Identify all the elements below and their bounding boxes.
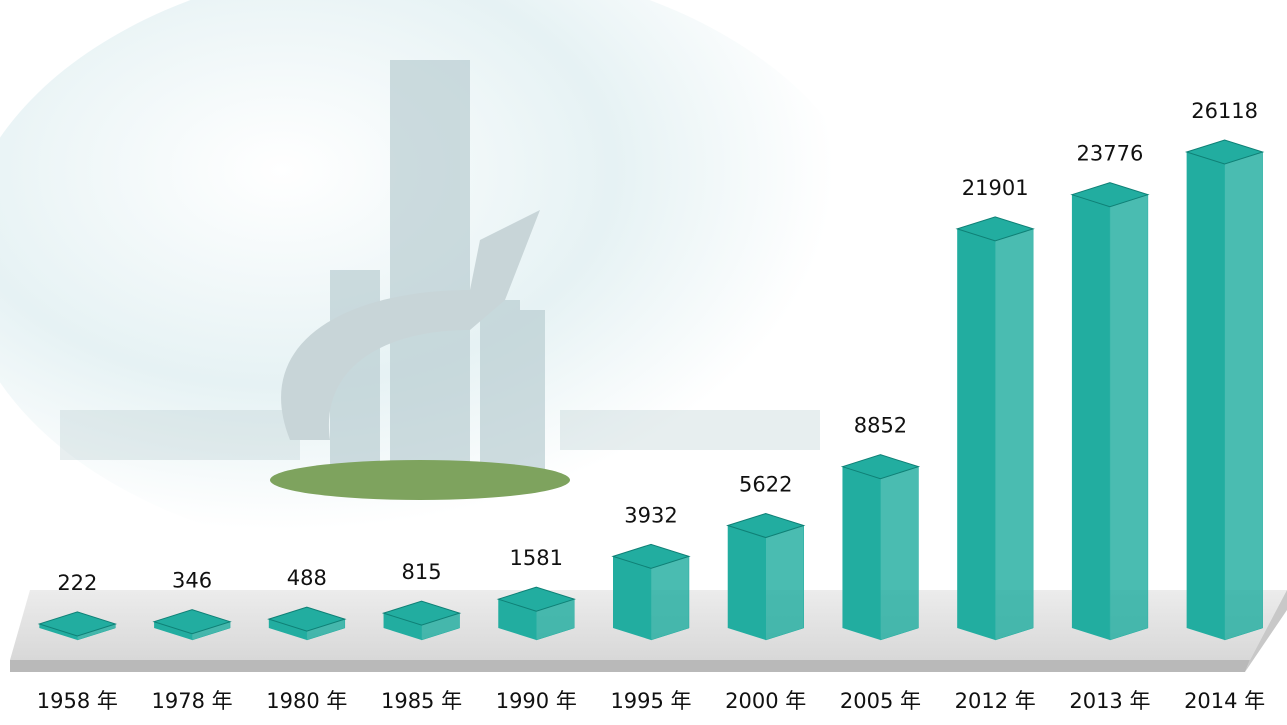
value-label: 5622 bbox=[739, 473, 792, 497]
value-label: 1581 bbox=[510, 546, 563, 570]
bar-left-face bbox=[957, 229, 995, 640]
chart: 1958 年 222 1978 年 346 1980 年 488 1985 年 815 1990… bbox=[0, 0, 1287, 725]
x-tick-label: 2000 年 bbox=[725, 689, 806, 713]
x-tick-label: 1980 年 bbox=[266, 689, 347, 713]
bar-right-face bbox=[766, 526, 804, 640]
value-label: 815 bbox=[401, 560, 441, 584]
value-label: 8852 bbox=[854, 414, 907, 438]
bar-left-face bbox=[1072, 195, 1110, 640]
bar-right-face bbox=[995, 229, 1033, 640]
floor-edge bbox=[10, 660, 1250, 672]
bar-left-face bbox=[613, 556, 651, 640]
island-decor bbox=[270, 460, 570, 500]
x-tick-label: 1985 年 bbox=[381, 689, 462, 713]
x-tick-label: 1958 年 bbox=[37, 689, 118, 713]
value-label: 23776 bbox=[1077, 142, 1144, 166]
x-tick-label: 1995 年 bbox=[610, 689, 691, 713]
value-label: 222 bbox=[57, 571, 97, 595]
x-tick-label: 2014 年 bbox=[1184, 689, 1265, 713]
value-label: 346 bbox=[172, 569, 212, 593]
value-label: 26118 bbox=[1191, 99, 1258, 123]
x-tick-label: 1990 年 bbox=[496, 689, 577, 713]
x-tick-label: 2005 年 bbox=[840, 689, 921, 713]
bar-left-face bbox=[842, 467, 880, 640]
x-tick-label: 2013 年 bbox=[1069, 689, 1150, 713]
x-tick-label: 2012 年 bbox=[955, 689, 1036, 713]
bar-right-face bbox=[880, 467, 918, 640]
bar-right-face bbox=[1225, 152, 1263, 640]
bar-right-face bbox=[1110, 195, 1148, 640]
bar-right-face bbox=[651, 556, 689, 640]
bar-left-face bbox=[728, 526, 766, 640]
value-label: 3932 bbox=[624, 503, 677, 527]
x-tick-label: 1978 年 bbox=[152, 689, 233, 713]
page: 1958 年 222 1978 年 346 1980 年 488 1985 年 815 1990… bbox=[0, 0, 1287, 725]
bar-left-face bbox=[1187, 152, 1225, 640]
value-label: 21901 bbox=[962, 176, 1029, 200]
value-label: 488 bbox=[287, 566, 327, 590]
